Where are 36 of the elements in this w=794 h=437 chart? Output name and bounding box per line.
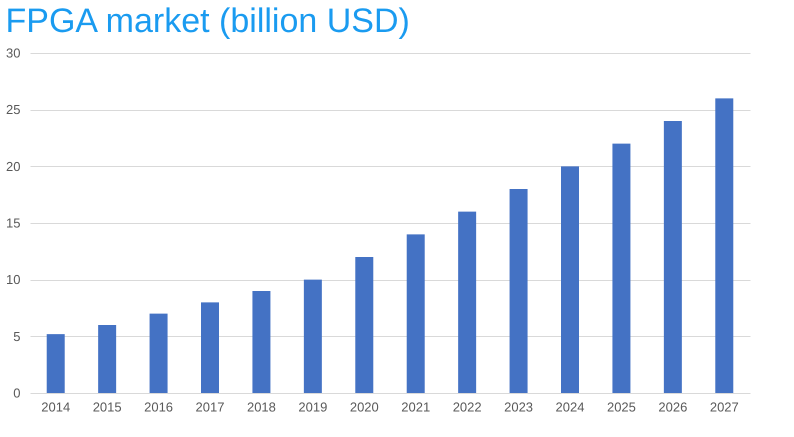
x-tick-label: 2027 bbox=[710, 400, 739, 414]
y-tick-label: 15 bbox=[6, 216, 20, 230]
x-tick-label: 2018 bbox=[246, 400, 276, 414]
x-tick-label: 2015 bbox=[92, 400, 122, 414]
x-tick-label: 2020 bbox=[350, 400, 379, 414]
x-tick-label: 2017 bbox=[196, 400, 224, 414]
y-tick-label: 20 bbox=[6, 158, 20, 174]
bar bbox=[510, 189, 528, 393]
bar bbox=[304, 280, 322, 393]
x-tick-label: 2014 bbox=[41, 400, 70, 414]
x-tick-label: 2016 bbox=[144, 400, 174, 414]
bar bbox=[458, 212, 476, 393]
y-tick-label: 25 bbox=[6, 102, 20, 118]
y-tick-label: 0 bbox=[13, 386, 20, 400]
x-tick-label: 2022 bbox=[452, 400, 482, 414]
x-tick-label: 2025 bbox=[606, 400, 636, 414]
bar bbox=[561, 166, 579, 393]
bar bbox=[715, 98, 734, 393]
x-tick-label: 2023 bbox=[504, 400, 534, 414]
bar bbox=[201, 302, 219, 393]
bar bbox=[664, 121, 682, 393]
bar bbox=[406, 234, 425, 393]
bar bbox=[612, 144, 630, 393]
x-tick-label: 2024 bbox=[556, 400, 584, 414]
y-tick-label: 5 bbox=[13, 328, 20, 344]
bar bbox=[98, 325, 116, 393]
y-tick-label: 10 bbox=[6, 272, 20, 288]
y-tick-label: 30 bbox=[6, 46, 20, 60]
bar bbox=[252, 291, 270, 393]
bar bbox=[355, 257, 374, 393]
bar bbox=[46, 334, 65, 393]
bar bbox=[150, 314, 168, 393]
x-tick-label: 2019 bbox=[298, 400, 328, 414]
x-tick-label: 2026 bbox=[658, 400, 688, 414]
chart-title: FPGA market (billion USD) bbox=[6, 2, 410, 40]
x-tick-label: 2021 bbox=[401, 400, 430, 414]
